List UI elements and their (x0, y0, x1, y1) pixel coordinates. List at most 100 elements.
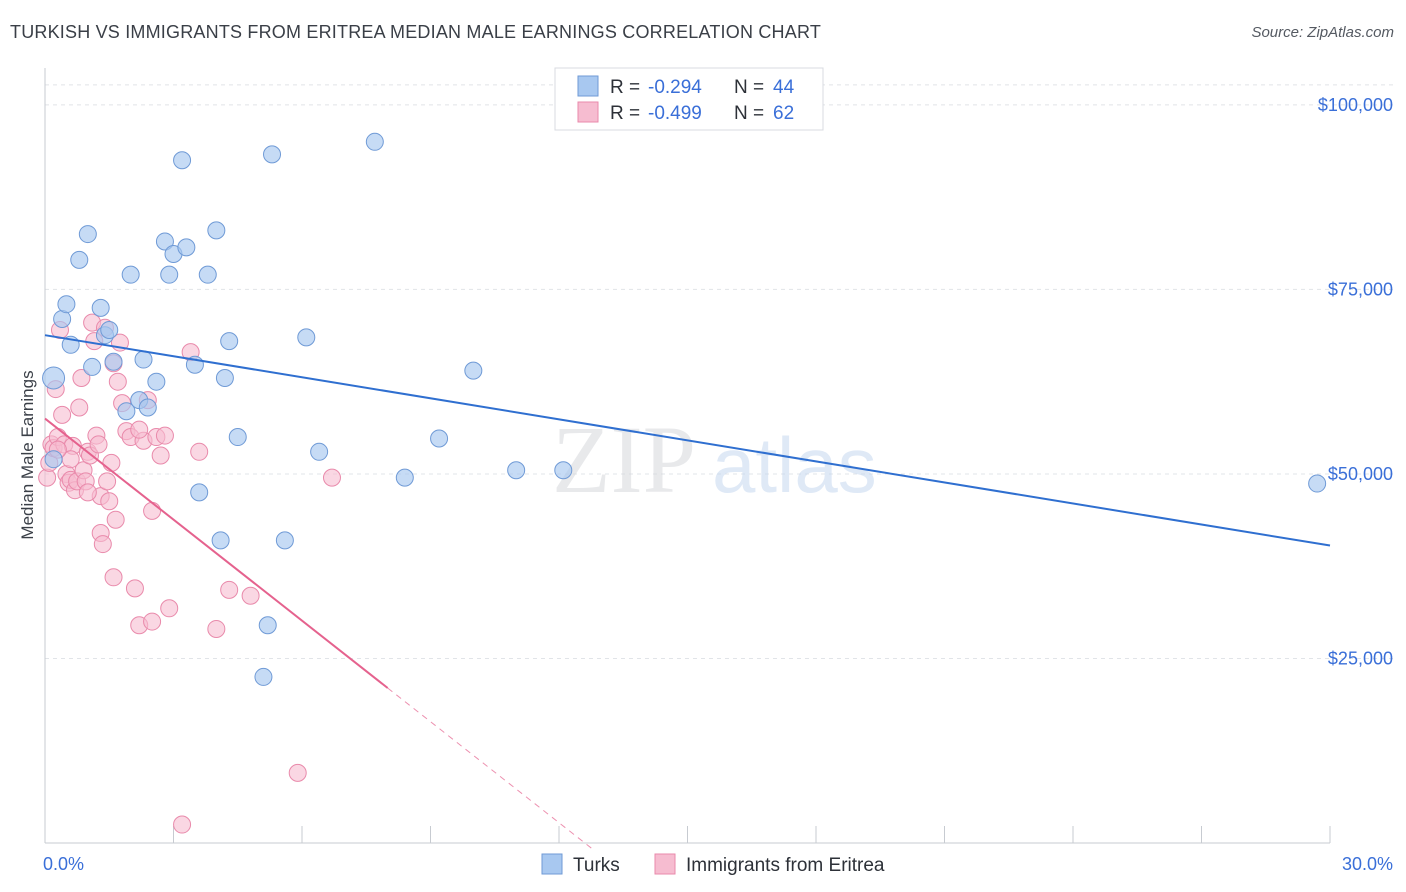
y-tick-label: $75,000 (1328, 279, 1393, 299)
eritrea-point (143, 612, 162, 631)
bottom-legend: Turks Immigrants from Eritrea (541, 853, 885, 876)
eritrea-trend-line (44, 417, 389, 689)
legend-swatch-turks (577, 75, 599, 97)
legend: R = -0.294 N = 44 R = -0.499 N = 62 (554, 67, 824, 131)
eritrea-point (108, 372, 127, 391)
turks-point (91, 298, 110, 317)
eritrea-point (160, 599, 179, 618)
turks-point (121, 265, 140, 284)
eritrea-trend-extension (387, 687, 594, 851)
eritrea-point (53, 405, 72, 424)
turks-point (507, 461, 526, 480)
turks-point (190, 483, 209, 502)
eritrea-point (93, 535, 112, 554)
turks-point (134, 350, 153, 369)
eritrea-point (72, 369, 91, 387)
watermark-zip: ZIP (552, 406, 696, 513)
turks-point (254, 667, 273, 686)
eritrea-point (143, 501, 162, 520)
trend-lines (44, 334, 1331, 851)
legend-swatch-eritrea (577, 101, 599, 123)
turks-point (173, 151, 192, 170)
x-tick-label-min: 0.0% (43, 854, 84, 874)
turks-point (258, 616, 277, 635)
turks-point (220, 332, 239, 351)
turks-point (104, 352, 123, 371)
y-axis-title: Median Male Earnings (18, 370, 37, 539)
watermark-atlas: atlas (712, 421, 877, 509)
chart-title: TURKISH VS IMMIGRANTS FROM ERITREA MEDIA… (10, 22, 822, 42)
eritrea-point (130, 420, 149, 439)
eritrea-point (100, 492, 119, 511)
eritrea-point (241, 586, 260, 605)
legend-eritrea-r-value: -0.499 (648, 103, 702, 124)
eritrea-point (155, 426, 174, 445)
eritrea-point (89, 435, 108, 454)
turks-point (57, 295, 76, 314)
eritrea-point (102, 453, 121, 472)
eritrea-point (151, 446, 170, 465)
legend-eritrea-n-value: 62 (773, 103, 794, 124)
turks-point (198, 265, 217, 284)
turks-point (228, 428, 247, 447)
eritrea-point (220, 580, 239, 599)
turks-point (42, 366, 66, 390)
y-tick-label: $50,000 (1328, 464, 1393, 484)
turks-point (554, 461, 573, 480)
turks-point (147, 372, 166, 391)
eritrea-point (78, 483, 97, 502)
eritrea-point (190, 442, 209, 461)
bottom-legend-swatch-turks (541, 853, 563, 875)
bottom-legend-turks: Turks (573, 855, 620, 876)
eritrea-point (98, 472, 117, 491)
y-tick-label: $100,000 (1318, 95, 1393, 115)
turks-point (1308, 474, 1327, 493)
turks-point (263, 145, 282, 164)
turks-point (160, 265, 179, 284)
turks-point (211, 531, 230, 550)
turks-point (177, 238, 196, 257)
x-axis-ticks (44, 826, 1331, 843)
eritrea-points (38, 313, 341, 834)
grid-lines (45, 84, 1393, 659)
legend-turks-n-value: 44 (773, 77, 795, 98)
turks-point (297, 328, 316, 347)
legend-turks-r-label: R = (610, 77, 640, 98)
turks-point (100, 321, 119, 340)
y-tick-label: $25,000 (1328, 648, 1393, 668)
legend-eritrea-n-label: N = (734, 103, 764, 124)
turks-point (44, 450, 63, 469)
eritrea-point (38, 468, 57, 487)
x-tick-label-max: 30.0% (1342, 854, 1393, 874)
source-label: Source: ZipAtlas.com (1251, 24, 1394, 41)
y-axis-tick-labels: $25,000 $50,000 $75,000 $100,000 (1318, 95, 1393, 669)
turks-point (207, 221, 226, 240)
turks-point (464, 361, 483, 380)
bottom-legend-eritrea: Immigrants from Eritrea (686, 855, 885, 876)
eritrea-point (125, 579, 144, 598)
turks-point (310, 442, 329, 461)
legend-box (554, 67, 824, 131)
eritrea-point (104, 568, 123, 587)
turks-point (117, 402, 136, 421)
turks-point (215, 369, 234, 387)
legend-turks-n-label: N = (734, 77, 764, 98)
eritrea-point (288, 763, 307, 782)
eritrea-point (207, 619, 226, 638)
legend-eritrea-r-label: R = (610, 103, 640, 124)
eritrea-point (322, 468, 341, 487)
turks-point (138, 398, 157, 417)
turks-trend-line (44, 334, 1331, 547)
eritrea-point (70, 398, 89, 417)
turks-point (83, 357, 102, 376)
turks-point (70, 250, 89, 269)
turks-point (78, 225, 97, 244)
turks-point (155, 232, 174, 251)
legend-turks-r-value: -0.294 (648, 77, 702, 98)
bottom-legend-swatch-eritrea (654, 853, 676, 875)
turks-point (365, 132, 384, 151)
eritrea-point (106, 510, 125, 529)
turks-point (275, 531, 294, 550)
turks-point (395, 468, 414, 487)
